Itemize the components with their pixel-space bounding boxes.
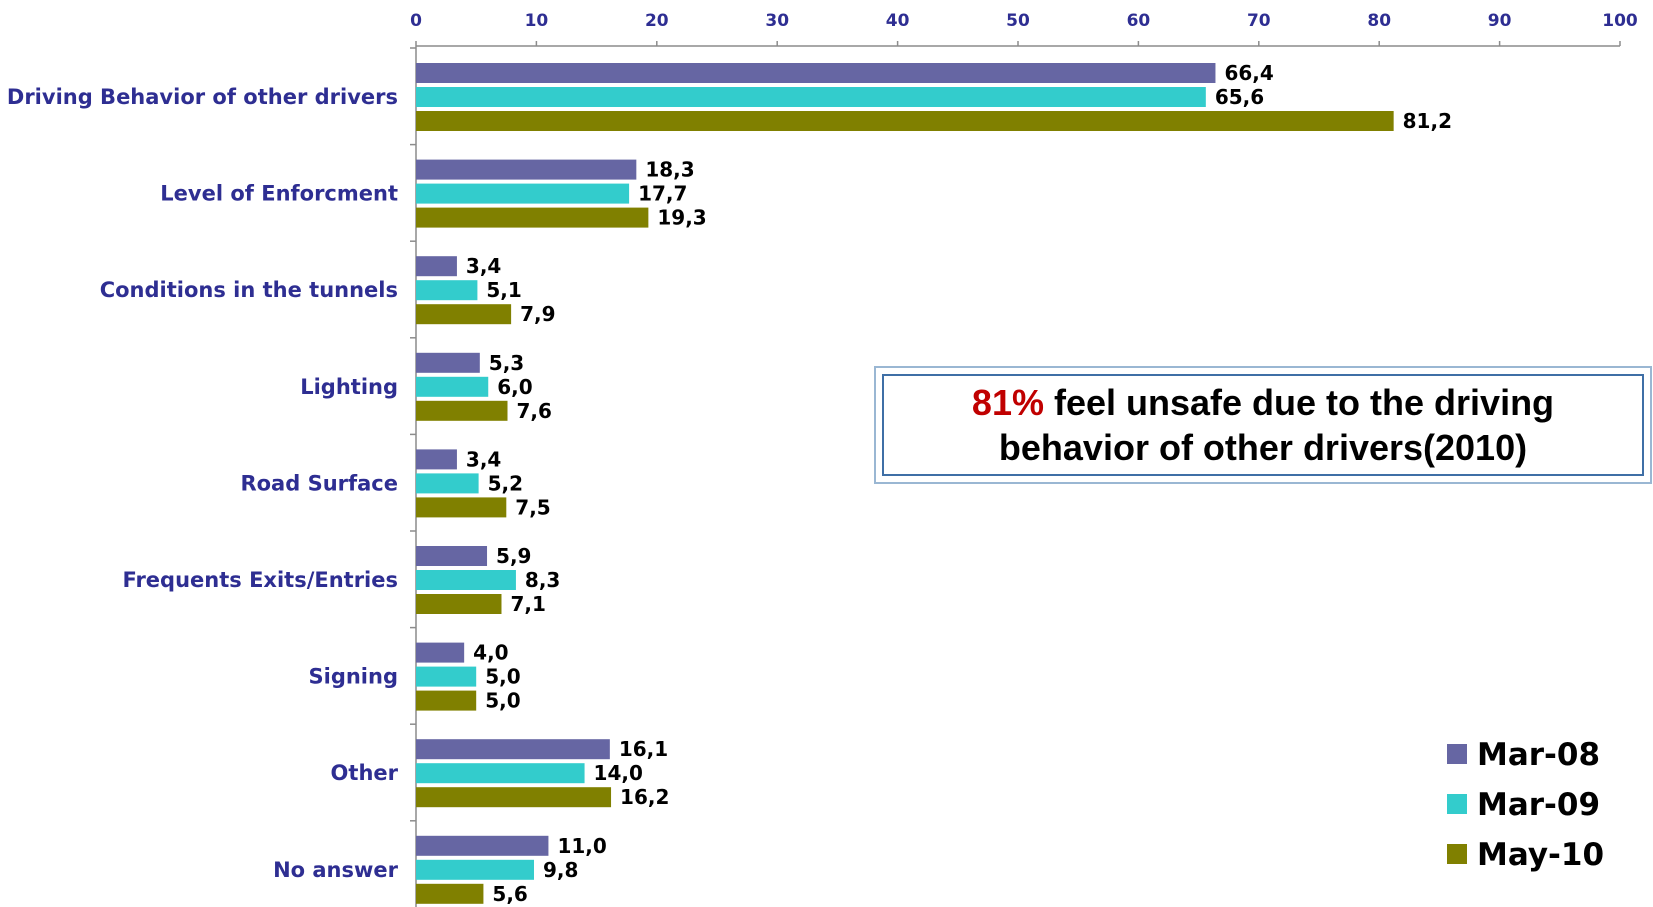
x-tick-label: 30 — [765, 11, 789, 31]
bar — [416, 376, 489, 397]
data-label: 8,3 — [525, 568, 560, 592]
data-label: 6,0 — [497, 375, 532, 399]
bar — [416, 497, 507, 518]
bar — [416, 690, 477, 711]
bar — [416, 280, 478, 301]
data-label: 65,6 — [1215, 85, 1264, 109]
bar — [416, 87, 1206, 107]
category-label: Driving Behavior of other drivers — [7, 85, 398, 109]
data-label: 4,0 — [473, 641, 508, 665]
x-tick-label: 70 — [1247, 11, 1271, 31]
data-label: 5,9 — [496, 544, 531, 568]
bar — [416, 449, 457, 470]
bar — [416, 594, 502, 614]
data-label: 5,0 — [485, 689, 520, 713]
x-tick-label: 80 — [1367, 11, 1391, 31]
callout-highlight: 81% — [971, 382, 1044, 423]
bar — [416, 304, 512, 325]
bar — [416, 63, 1216, 83]
bar — [416, 642, 465, 663]
bar — [416, 883, 484, 904]
data-label: 7,9 — [520, 302, 555, 326]
data-label: 5,2 — [488, 471, 523, 495]
data-label: 16,1 — [619, 737, 668, 761]
bar — [416, 666, 477, 687]
data-label: 9,8 — [543, 858, 578, 882]
category-label: Road Surface — [240, 471, 398, 495]
bar — [416, 473, 479, 494]
data-label: 16,2 — [620, 785, 669, 809]
x-tick-label: 0 — [410, 11, 422, 31]
category-label: Frequents Exits/Entries — [122, 568, 398, 592]
data-label: 5,1 — [486, 278, 521, 302]
legend-label: Mar-09 — [1477, 787, 1600, 823]
x-tick-label: 100 — [1602, 11, 1638, 31]
bar — [416, 256, 457, 277]
data-label: 7,5 — [515, 495, 550, 519]
callout-frame: 81% feel unsafe due to the driving behav… — [882, 374, 1644, 476]
data-label: 3,4 — [466, 447, 501, 471]
bar — [416, 835, 549, 856]
legend-swatch — [1447, 844, 1467, 864]
data-label: 11,0 — [557, 834, 606, 858]
legend-swatch — [1447, 744, 1467, 764]
data-label: 3,4 — [466, 254, 501, 278]
data-label: 18,3 — [645, 158, 694, 182]
data-label: 5,3 — [489, 351, 524, 375]
category-label: Other — [331, 761, 399, 785]
data-label: 14,0 — [594, 761, 643, 785]
data-label: 5,6 — [492, 882, 527, 906]
bar — [416, 207, 649, 228]
category-label: Level of Enforcment — [160, 182, 398, 206]
data-label: 81,2 — [1403, 109, 1452, 133]
bar — [416, 570, 516, 590]
x-tick-label: 60 — [1127, 11, 1151, 31]
callout-body: feel unsafe due to the driving behavior … — [998, 382, 1555, 468]
bar — [416, 859, 534, 880]
bar — [416, 763, 585, 784]
bar — [416, 546, 488, 566]
x-tick-label: 20 — [645, 11, 669, 31]
callout-text: 81% feel unsafe due to the driving behav… — [933, 380, 1593, 470]
x-tick-label: 40 — [886, 11, 910, 31]
legend-swatch — [1447, 794, 1467, 814]
data-label: 7,1 — [510, 592, 545, 616]
bar — [416, 739, 610, 760]
x-tick-label: 50 — [1006, 11, 1030, 31]
x-tick-label: 10 — [525, 11, 549, 31]
data-label: 5,0 — [485, 665, 520, 689]
bar — [416, 787, 612, 808]
category-label: Signing — [309, 665, 399, 689]
bar — [416, 400, 508, 421]
bar — [416, 159, 637, 180]
data-label: 7,6 — [517, 399, 552, 423]
data-label: 66,4 — [1224, 61, 1273, 85]
data-label: 19,3 — [657, 206, 706, 230]
bar — [416, 183, 630, 204]
legend-label: May-10 — [1477, 837, 1604, 873]
bar — [416, 352, 480, 373]
category-label: No answer — [273, 858, 399, 882]
callout-box: 81% feel unsafe due to the driving behav… — [874, 366, 1652, 484]
category-label: Conditions in the tunnels — [100, 278, 398, 302]
x-tick-label: 90 — [1488, 11, 1512, 31]
category-label: Lighting — [300, 375, 398, 399]
bar — [416, 111, 1394, 131]
legend-label: Mar-08 — [1477, 737, 1600, 773]
data-label: 17,7 — [638, 182, 687, 206]
